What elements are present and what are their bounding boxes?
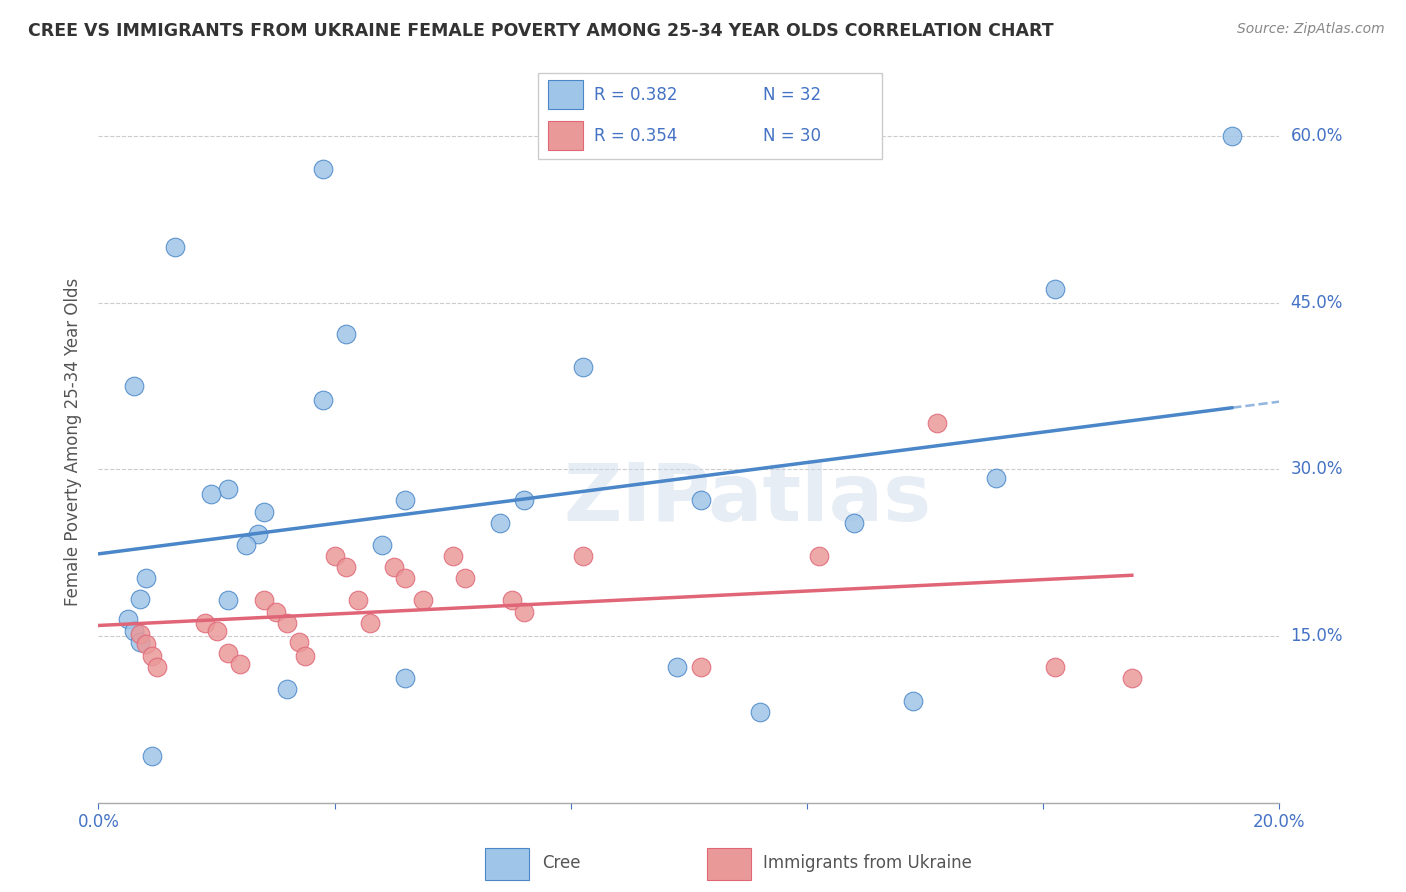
Point (335, 326, 357, 341)
Y-axis label: Female Poverty Among 25-34 Year Olds: Female Poverty Among 25-34 Year Olds (65, 277, 83, 606)
Text: N = 30: N = 30 (762, 127, 821, 145)
Point (571, 360, 593, 375)
Point (128, 627, 150, 641)
Text: Source: ZipAtlas.com: Source: ZipAtlas.com (1237, 22, 1385, 37)
Point (371, 538, 394, 552)
Point (122, 624, 145, 638)
FancyBboxPatch shape (485, 848, 530, 880)
Point (117, 612, 139, 626)
Point (394, 671, 416, 685)
Point (1121, 671, 1143, 685)
Point (323, 549, 346, 563)
Point (489, 516, 512, 530)
Text: N = 32: N = 32 (762, 86, 821, 103)
Text: R = 0.382: R = 0.382 (593, 86, 678, 103)
Point (128, 634, 150, 648)
Text: 30.0%: 30.0% (1291, 460, 1343, 478)
Point (903, 693, 925, 707)
Point (253, 593, 276, 607)
Point (135, 637, 157, 651)
Point (347, 593, 370, 607)
FancyBboxPatch shape (537, 73, 883, 159)
Text: ZIPatlas: ZIPatlas (564, 460, 932, 539)
Point (1220, 128, 1243, 143)
Text: 60.0%: 60.0% (1291, 127, 1343, 145)
Point (412, 593, 434, 607)
Point (165, 240, 187, 254)
Text: 15.0%: 15.0% (1291, 627, 1343, 645)
Point (276, 615, 298, 630)
Point (264, 605, 287, 619)
Point (394, 493, 416, 508)
Point (217, 646, 239, 660)
Point (382, 560, 405, 574)
Point (1043, 660, 1066, 674)
FancyBboxPatch shape (707, 848, 751, 880)
FancyBboxPatch shape (548, 121, 583, 150)
Point (571, 549, 593, 563)
Point (441, 549, 464, 563)
Point (229, 657, 252, 671)
Point (141, 649, 163, 664)
Point (1043, 282, 1066, 296)
Point (844, 516, 866, 530)
Point (689, 493, 711, 508)
Point (217, 483, 239, 497)
Point (359, 615, 381, 630)
Point (135, 571, 157, 585)
Point (294, 649, 316, 664)
Point (453, 571, 475, 585)
Text: CREE VS IMMIGRANTS FROM UKRAINE FEMALE POVERTY AMONG 25-34 YEAR OLDS CORRELATION: CREE VS IMMIGRANTS FROM UKRAINE FEMALE P… (28, 22, 1053, 40)
Point (141, 749, 163, 764)
Point (512, 605, 534, 619)
Point (146, 660, 169, 674)
Point (666, 660, 689, 674)
Point (200, 487, 222, 501)
Point (394, 571, 416, 585)
Text: 45.0%: 45.0% (1291, 293, 1343, 311)
Point (984, 471, 1007, 485)
Point (235, 538, 257, 552)
Point (194, 615, 217, 630)
Point (925, 416, 948, 430)
Point (335, 560, 357, 574)
Text: Immigrants from Ukraine: Immigrants from Ukraine (763, 854, 973, 872)
Text: R = 0.354: R = 0.354 (593, 127, 678, 145)
Point (689, 660, 711, 674)
Point (312, 393, 335, 408)
Point (512, 493, 534, 508)
Point (122, 379, 145, 393)
Point (128, 592, 150, 607)
Point (288, 634, 311, 648)
Point (312, 162, 335, 177)
Point (501, 593, 523, 607)
Point (748, 705, 770, 719)
Point (217, 593, 239, 607)
Point (276, 682, 298, 697)
FancyBboxPatch shape (548, 80, 583, 109)
Text: Cree: Cree (543, 854, 581, 872)
Point (253, 505, 276, 519)
Point (205, 624, 228, 638)
Point (246, 526, 269, 541)
Point (807, 549, 830, 563)
